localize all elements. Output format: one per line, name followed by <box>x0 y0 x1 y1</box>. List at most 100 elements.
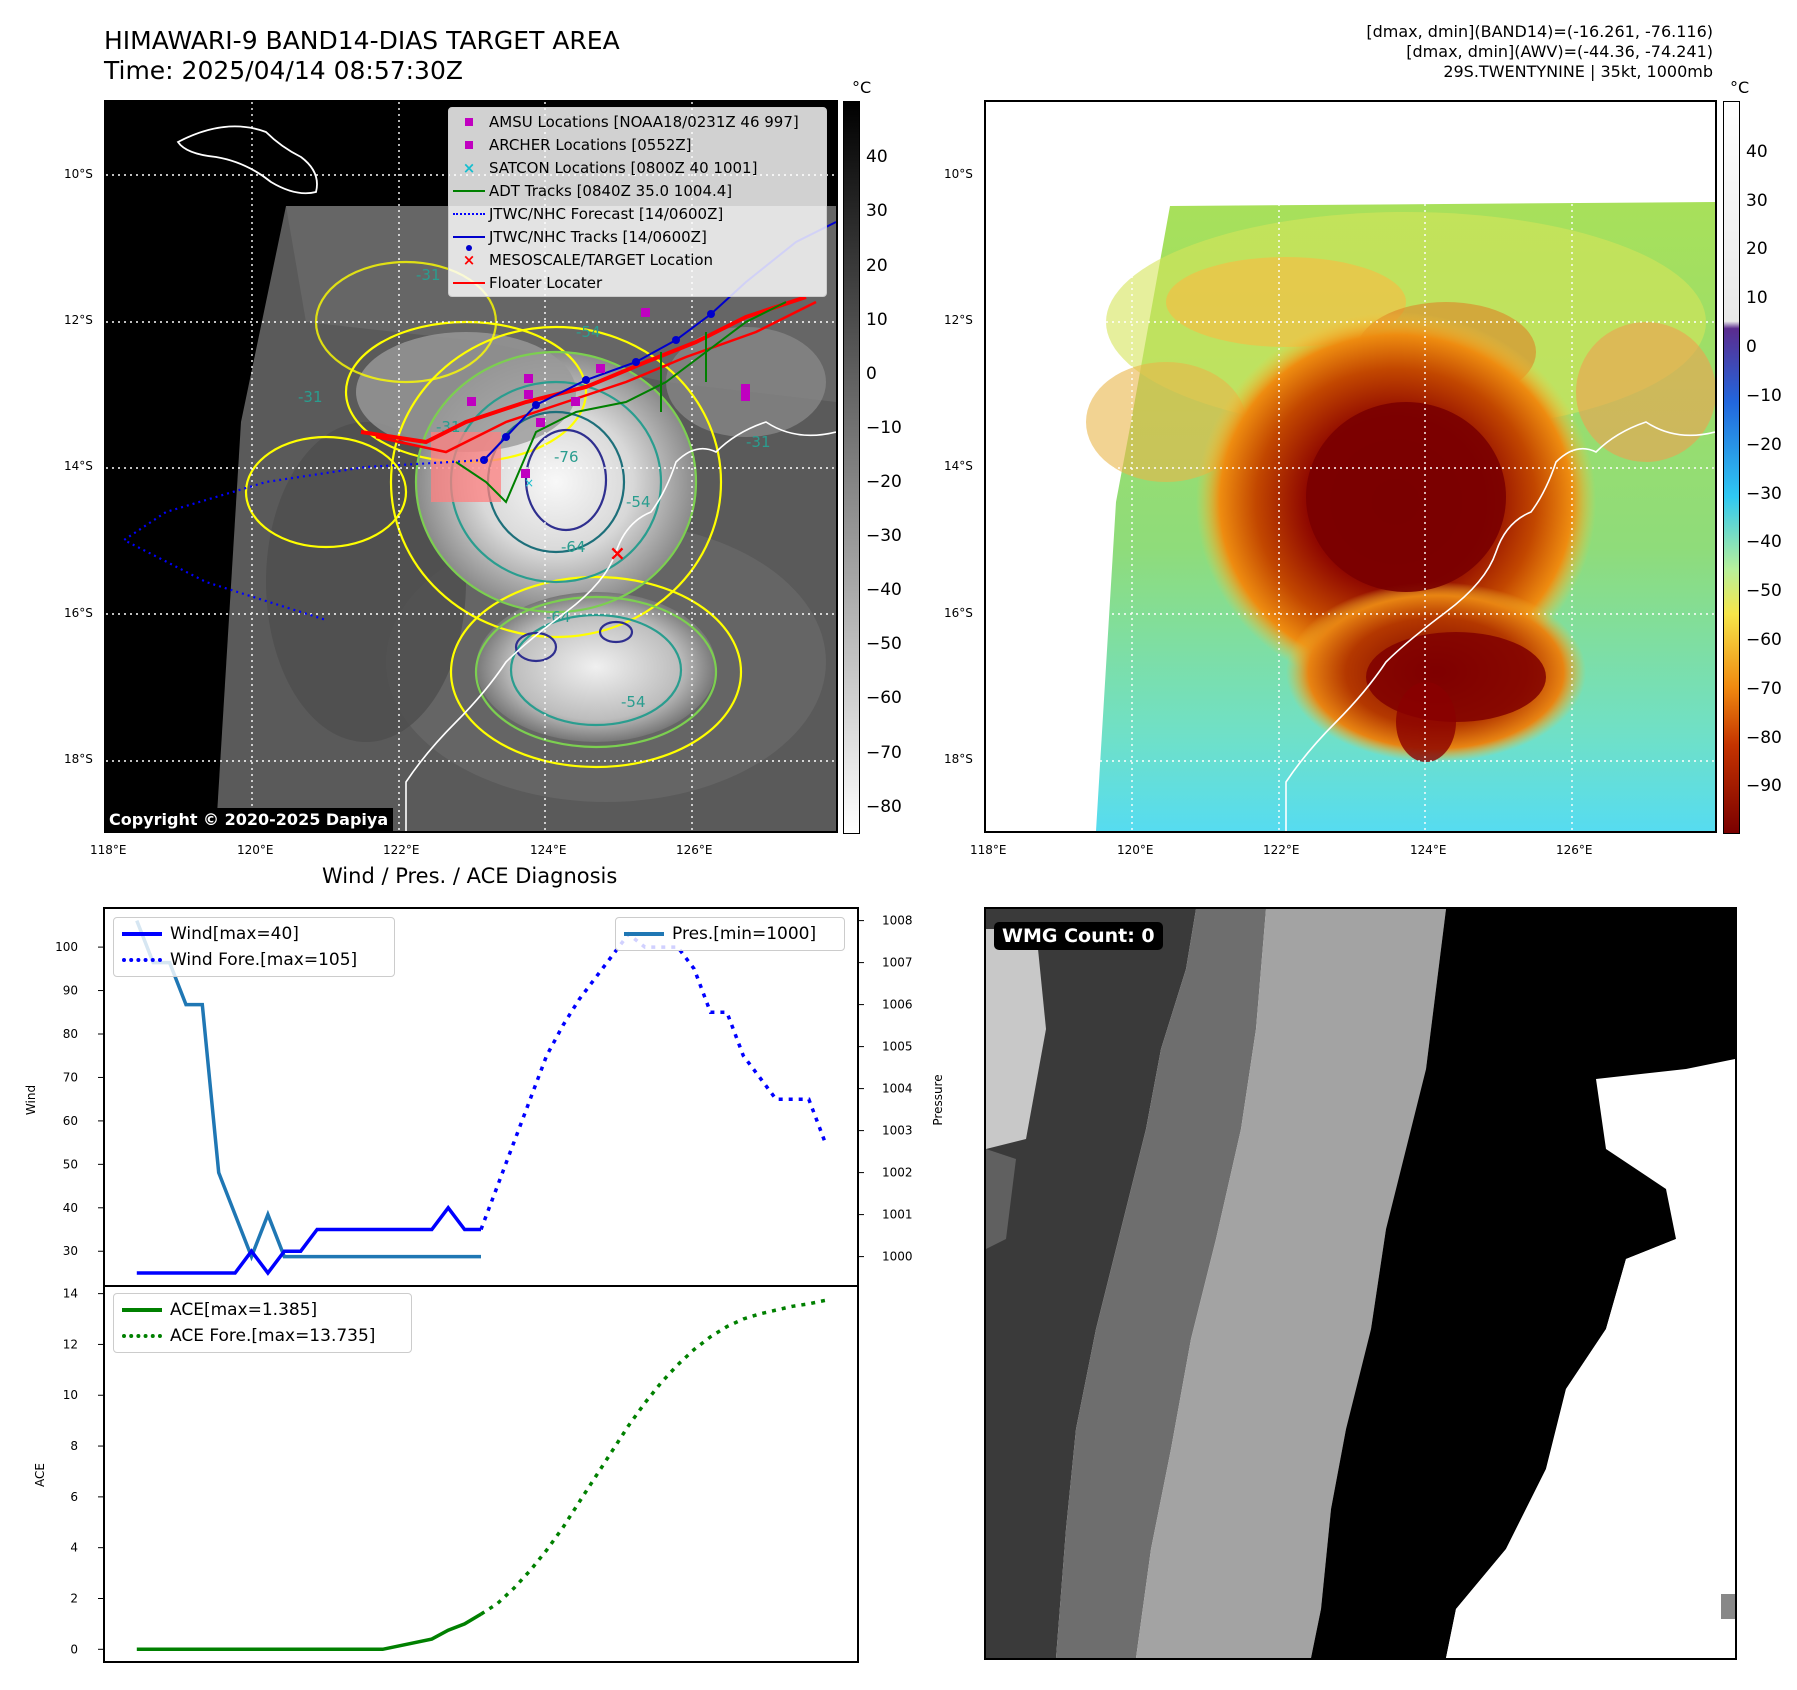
colorbar-tick: −40 <box>866 580 902 600</box>
lat-label: 12°S <box>64 313 93 327</box>
wind-axis-label: Wind <box>24 1085 38 1115</box>
lon-label: 124°E <box>1410 843 1447 857</box>
y2-tick-label: 1005 <box>882 1040 913 1054</box>
legend-item-satcon: × SATCON Locations [0800Z 40 1001] <box>449 156 826 179</box>
info-line-2: [dmax, dmin](AWV)=(-44.36, -74.241) <box>1406 42 1713 61</box>
legend-item-floater: Floater Locater <box>449 271 826 294</box>
mesoscale-target-marker: × <box>609 541 626 565</box>
diagnosis-title: Wind / Pres. / ACE Diagnosis <box>322 864 618 888</box>
contour-label: -54 <box>626 493 651 511</box>
y-tick-label: 12 <box>63 1337 78 1351</box>
awv-map-panel <box>984 100 1717 833</box>
colorbar-tick: 10 <box>1746 288 1768 308</box>
colorbar-tick: −40 <box>1746 532 1782 552</box>
colorbar-gray-unit: °C <box>852 78 872 97</box>
lat-label: 14°S <box>944 459 973 473</box>
y-tick-label: 6 <box>70 1490 78 1504</box>
series-line <box>479 931 827 1231</box>
line-icon <box>624 932 664 936</box>
y2-tick-label: 1001 <box>882 1208 913 1222</box>
title-line-1: HIMAWARI-9 BAND14-DIAS TARGET AREA <box>104 26 620 55</box>
diagnosis-charts: 3040506070809010010001001100210031004100… <box>24 907 945 1663</box>
legend-label: Floater Locater <box>489 273 603 292</box>
legend-label: AMSU Locations [NOAA18/0231Z 46 997] <box>489 112 799 131</box>
colorbar-tick: −30 <box>866 526 902 546</box>
legend-item-pressure: Pres.[min=1000] <box>616 921 844 947</box>
colorbar-tick: −80 <box>1746 728 1782 748</box>
lat-label: 10°S <box>944 167 973 181</box>
colorbar-tick: 0 <box>1746 337 1757 357</box>
lat-label: 10°S <box>64 167 93 181</box>
ace-axis-label: ACE <box>33 1463 47 1487</box>
legend-label: ADT Tracks [0840Z 35.0 1004.4] <box>489 181 733 200</box>
colorbar-tick: −50 <box>1746 581 1782 601</box>
figure-title: HIMAWARI-9 BAND14-DIAS TARGET AREA Time:… <box>104 26 620 86</box>
line-icon <box>122 932 162 936</box>
y-tick-label: 50 <box>63 1157 78 1171</box>
colorbar-tick: −60 <box>866 688 902 708</box>
awv-map <box>986 102 1715 831</box>
wind-legend: Wind[max=40] Wind Fore.[max=105] <box>113 917 395 977</box>
ir-map: -31 -31 -31 -54 -64 -76 -64 -54 -54 -31 <box>106 102 836 831</box>
contour-label: -31 <box>436 418 461 436</box>
y-tick-label: 2 <box>70 1591 78 1605</box>
lat-label: 16°S <box>64 606 93 620</box>
legend-label: SATCON Locations [0800Z 40 1001] <box>489 158 758 177</box>
wmg-black-region <box>1311 909 1735 1658</box>
y2-tick-label: 1006 <box>882 998 913 1012</box>
info-line-3: 29S.TWENTYNINE | 35kt, 1000mb <box>1443 62 1713 81</box>
colorbar-tick: 40 <box>866 147 888 167</box>
ace-chart: 0 2 4 6 8 10 12 14 <box>63 1285 859 1663</box>
wmg-panel <box>984 907 1737 1660</box>
timor-island <box>176 125 318 195</box>
floater-track <box>360 295 807 445</box>
colorbar-tick: −30 <box>1746 484 1782 504</box>
colorbar-tick: −20 <box>866 472 902 492</box>
wmg-count-badge: WMG Count: 0 <box>994 922 1163 950</box>
colorbar-tick: −60 <box>1746 630 1782 650</box>
colorbar-tick: −70 <box>1746 679 1782 699</box>
lon-label: 126°E <box>676 843 713 857</box>
y-tick-label: 60 <box>63 1114 78 1128</box>
lat-label: 12°S <box>944 313 973 327</box>
legend-item-wind: Wind[max=40] <box>114 921 394 947</box>
legend-label: JTWC/NHC Forecast [14/0600Z] <box>489 204 724 223</box>
lon-label: 120°E <box>1117 843 1154 857</box>
colorbar-tick: −50 <box>866 634 902 654</box>
legend-label: Pres.[min=1000] <box>672 924 817 944</box>
y-tick-label: 0 <box>70 1642 78 1656</box>
colorbar-color <box>1723 101 1740 834</box>
legend-item-ace: ACE[max=1.385] <box>114 1297 411 1323</box>
plot-frame <box>103 1285 859 1663</box>
coastline <box>405 421 836 831</box>
y-tick-label: 10 <box>63 1388 78 1402</box>
contour-label: -76 <box>554 448 579 466</box>
colorbar-tick: −80 <box>866 797 902 817</box>
colorbar-tick: −70 <box>866 743 902 763</box>
contour-label: -64 <box>561 538 586 556</box>
pressure-axis-label: Pressure <box>931 1074 945 1125</box>
contour-label: -31 <box>298 388 323 406</box>
lon-label: 118°E <box>90 843 127 857</box>
lat-label: 18°S <box>944 752 973 766</box>
y2-tick-label: 1003 <box>882 1124 913 1138</box>
line-icon <box>122 1308 162 1312</box>
colorbar-tick: −10 <box>1746 386 1782 406</box>
x-marker-icon: × <box>462 250 476 269</box>
satcon-marker: × <box>524 476 534 490</box>
legend-item-ace-forecast: ACE Fore.[max=13.735] <box>114 1323 411 1349</box>
series-line <box>136 1204 481 1276</box>
map-legend: AMSU Locations [NOAA18/0231Z 46 997] ARC… <box>448 107 827 297</box>
y2-tick-label: 1000 <box>882 1250 913 1264</box>
y-tick-label: 4 <box>70 1541 78 1555</box>
lon-label: 126°E <box>1556 843 1593 857</box>
series-line <box>135 919 481 1262</box>
colorbar-tick: 10 <box>866 310 888 330</box>
colorbar-tick: −90 <box>1746 776 1782 796</box>
lat-label: 16°S <box>944 606 973 620</box>
dotted-line-icon <box>122 958 162 962</box>
y-tick-label: 14 <box>63 1287 78 1301</box>
amsu-archer-points <box>467 308 750 478</box>
legend-label: ACE[max=1.385] <box>170 1300 318 1320</box>
legend-label: ARCHER Locations [0552Z] <box>489 135 692 154</box>
